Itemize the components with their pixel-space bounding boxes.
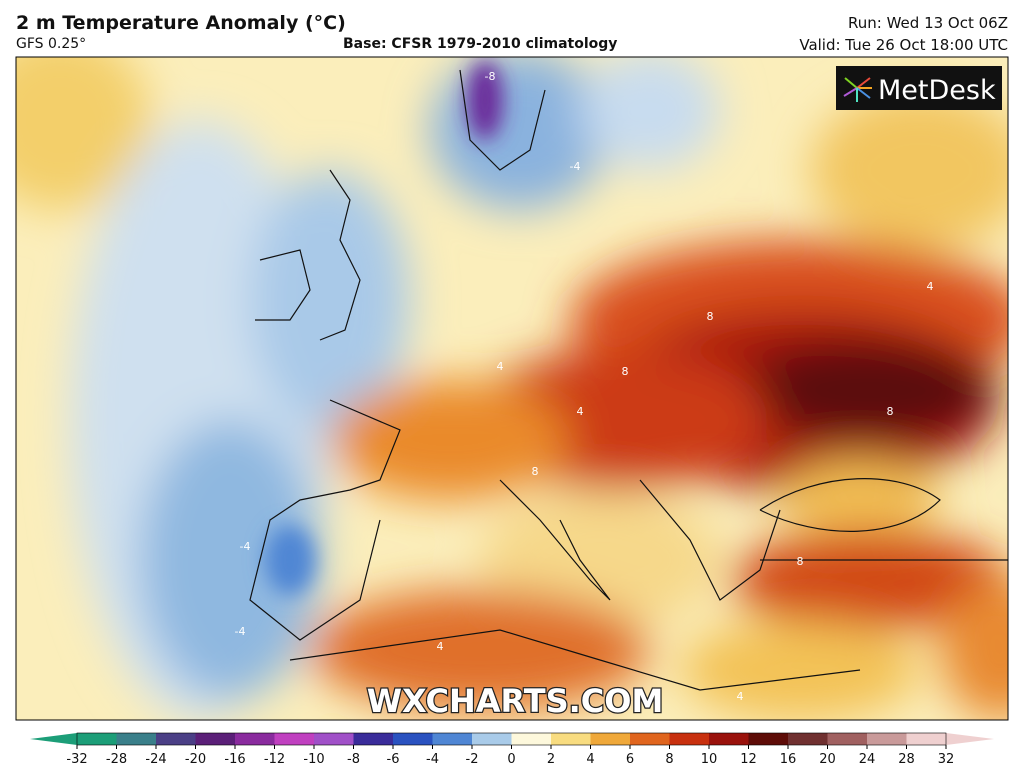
colorbar-segment	[393, 733, 433, 745]
contour-label: 4	[927, 280, 934, 293]
colorbar-tick-label: 12	[740, 752, 757, 767]
logo-icon	[843, 77, 872, 102]
colorbar-tick-label: -4	[426, 752, 439, 767]
run: Run: Wed 13 Oct 06Z	[848, 14, 1008, 32]
colorbar-segment	[116, 733, 157, 745]
contour-label: -8	[485, 70, 496, 83]
colorbar-end	[30, 733, 77, 745]
colorbar-segment	[511, 733, 552, 745]
contour-label: 8	[707, 310, 714, 323]
colorbar-tick-label: -16	[224, 752, 245, 767]
colorbar-tick-label: 0	[507, 752, 515, 767]
colorbar-tick-label: 24	[859, 752, 876, 767]
colorbar-tick-label: -6	[387, 752, 400, 767]
contour-label: 8	[797, 555, 804, 568]
colorbar-segment	[432, 733, 473, 745]
map-frame	[15, 56, 1009, 721]
colorbar-tick-label: -8	[347, 752, 360, 767]
contour-label: 4	[497, 360, 504, 373]
contour-label: 8	[887, 405, 894, 418]
colorbar-segment	[353, 733, 394, 745]
colorbar-tick-label: -20	[185, 752, 206, 767]
colorbar-segment	[630, 733, 670, 745]
colorbar-segment	[472, 733, 512, 745]
colorbar-tick-label: 8	[665, 752, 673, 767]
contour-label: 4	[437, 640, 444, 653]
colorbar-segment	[906, 733, 947, 745]
colorbar-segment	[274, 733, 315, 745]
valid: Valid: Tue 26 Oct 18:00 UTC	[799, 36, 1008, 54]
colorbar-tick-label: -28	[106, 752, 127, 767]
colorbar-tick-label: 2	[547, 752, 555, 767]
colorbar-tick-label: 4	[586, 752, 594, 767]
colorbar-tick-label: 20	[819, 752, 836, 767]
colorbar-segment	[590, 733, 631, 745]
coastlines	[249, 69, 1008, 691]
colorbar-segment	[156, 733, 196, 745]
contour-label: 8	[622, 365, 629, 378]
colorbar-tick-label: -32	[66, 752, 87, 767]
contour-label: 4	[737, 690, 744, 703]
colorbar-segment	[709, 733, 749, 745]
colorbar-end	[946, 733, 994, 745]
colorbar: -32 -28 -24 -20 -16 -12 -10 -8 -6 -4 -2 0 2 4 6 8 10 12 16…	[30, 732, 994, 767]
colorbar-segment	[77, 733, 117, 745]
colorbar-segment	[195, 733, 236, 745]
contour-label: -4	[240, 540, 251, 553]
contour-label: -4	[235, 625, 246, 638]
base: Base: CFSR 1979-2010 climatology	[343, 36, 618, 52]
contour-label: -4	[570, 160, 581, 173]
logo: MetDesk	[878, 75, 996, 106]
colorbar-segment	[788, 733, 828, 745]
colorbar-tick-label: 32	[938, 752, 955, 767]
colorbar-segment	[314, 733, 354, 745]
model: GFS 0.25°	[16, 36, 87, 52]
colorbar-tick-label: 16	[780, 752, 797, 767]
contour-label: 4	[577, 405, 584, 418]
colorbar-segment	[669, 733, 710, 745]
colorbar-segment	[235, 733, 275, 745]
colorbar-segment	[748, 733, 789, 745]
colorbar-segment	[827, 733, 868, 745]
colorbar-tick-label: 6	[626, 752, 634, 767]
colorbar-tick-label: -24	[145, 752, 166, 767]
colorbar-tick-label: -2	[466, 752, 479, 767]
colorbar-tick-label: 28	[898, 752, 915, 767]
colorbar-tick-label: -12	[264, 752, 285, 767]
colorbar-tick-label: 10	[701, 752, 718, 767]
colorbar-tick-label: -10	[303, 752, 324, 767]
anomaly-field	[16, 57, 1008, 720]
title: 2 m Temperature Anomaly (°C)	[16, 12, 346, 34]
contour-label: 8	[532, 465, 539, 478]
watermark: WXCHARTS.COM	[367, 682, 664, 720]
colorbar-segment	[551, 733, 591, 745]
colorbar-segment	[867, 733, 907, 745]
